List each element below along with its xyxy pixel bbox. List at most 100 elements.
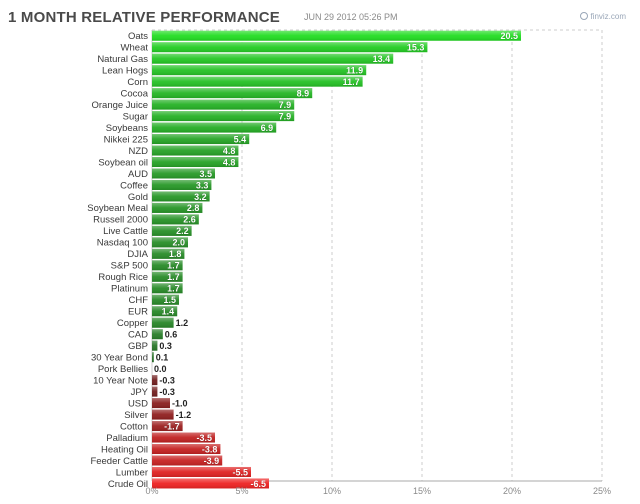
value-label: 1.7 [167,261,180,271]
category-label: USD [128,398,148,409]
value-label: 1.7 [167,272,180,282]
brand-label: finviz.com [590,12,626,21]
bar-gloss [152,409,174,420]
value-label: 1.2 [176,318,189,328]
value-label: 11.9 [346,65,363,75]
value-label: 11.7 [343,77,360,87]
value-label: 20.5 [500,31,518,41]
x-tick-label: 5% [235,486,248,496]
category-label: 10 Year Note [93,375,148,386]
category-label: S&P 500 [111,261,148,272]
value-label: 4.8 [223,146,236,156]
category-label: CAD [128,330,148,341]
category-label: Orange Juice [91,100,148,111]
category-label: Nasdaq 100 [97,238,148,249]
bar-gloss [152,99,295,110]
value-label: 15.3 [407,43,425,53]
finviz-logo-icon [580,12,589,20]
category-label: Cocoa [121,88,149,99]
labels-layer: Oats 20.5 Wheat 15.3 Natural Gas 13.4 Lean Hog… [87,31,518,490]
bar-gloss [152,306,178,317]
category-label: Heating Oil [101,444,148,455]
category-label: CHF [128,295,148,306]
value-label: 1.8 [169,249,182,259]
category-label: Pork Bellies [98,364,148,375]
bar-gloss [152,76,363,87]
bar-gloss [152,478,269,489]
value-label: 2.0 [172,238,185,248]
value-label: 13.4 [373,54,391,64]
bar-gloss [152,122,277,133]
value-label: -0.3 [159,375,175,385]
bar-gloss [152,352,154,363]
value-label: -3.9 [204,456,220,466]
category-label: Oats [128,31,148,42]
category-label: Feeder Cattle [90,456,148,467]
category-label: NZD [128,146,148,157]
category-label: Copper [117,318,148,329]
bar-gloss [152,317,174,328]
category-label: GBP [128,341,148,352]
value-label: -1.0 [172,398,188,408]
bar-gloss [152,340,158,351]
category-label: Corn [127,77,148,88]
x-tick-label: 15% [413,486,431,496]
x-tick-label: 0% [145,486,158,496]
bar-gloss [152,179,212,190]
value-label: -3.5 [196,433,212,443]
bar-gloss [152,455,223,466]
value-label: -6.5 [250,479,266,489]
category-label: Nikkei 225 [104,134,148,145]
bar-gloss [152,157,239,168]
category-label: Natural Gas [97,54,148,65]
category-label: Soybeans [106,123,149,134]
timestamp: JUN 29 2012 05:26 PM [304,12,398,22]
value-label: -0.3 [159,387,175,397]
value-label: 3.3 [196,180,209,190]
chart-title: 1 MONTH RELATIVE PERFORMANCE [8,9,280,26]
x-tick-label: 10% [323,486,341,496]
bar-gloss [152,53,394,64]
value-label: 0.3 [159,341,172,351]
bar-gloss [152,191,210,202]
value-label: 1.5 [163,295,176,305]
value-label: 6.9 [261,123,274,133]
category-label: Coffee [120,180,148,191]
value-label: 0.0 [154,364,167,374]
category-label: Platinum [111,284,148,295]
bar-gloss [152,237,188,248]
bar-gloss [152,444,221,455]
axis-layer: 0% 5% 10% 15% 20% 25% [145,486,611,496]
category-label: AUD [128,169,148,180]
value-label: 2.2 [176,226,189,236]
value-label: -1.7 [164,421,180,431]
category-label: Sugar [123,111,148,122]
bar-gloss [152,294,179,305]
category-label: DJIA [127,249,148,260]
value-label: 7.9 [279,100,292,110]
bar-gloss [152,225,192,236]
category-label: Rough Rice [98,272,148,283]
value-label: 3.5 [199,169,212,179]
category-label: Russell 2000 [93,215,148,226]
value-label: 3.2 [194,192,207,202]
category-label: Crude Oil [108,479,148,490]
bar-gloss [152,375,158,386]
value-label: 2.6 [183,215,196,225]
value-label: 2.8 [187,203,200,213]
category-label: EUR [128,307,148,318]
bar-gloss [152,386,158,397]
bar-gloss [152,398,170,409]
value-label: -5.5 [232,467,248,477]
value-label: 1.7 [167,284,180,294]
category-label: Cotton [120,421,148,432]
category-label: Lean Hogs [102,65,148,76]
category-label: Gold [128,192,148,203]
x-tick-label: 20% [503,486,521,496]
category-label: Live Cattle [103,226,148,237]
bar-gloss [152,329,163,340]
bar-gloss [152,214,199,225]
category-label: Palladium [106,433,148,444]
brand-logo[interactable]: finviz.com [580,12,626,21]
bar-gloss [152,30,521,41]
